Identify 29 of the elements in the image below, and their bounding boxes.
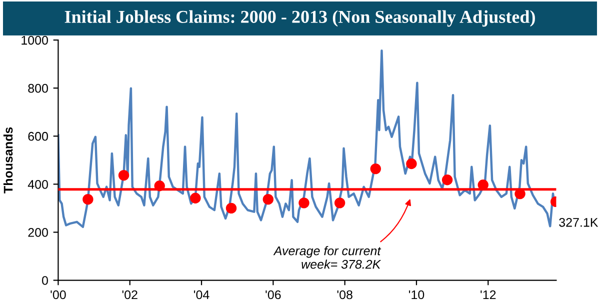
point — [406, 158, 417, 170]
point — [370, 163, 381, 174]
y-tick-label: 400 — [28, 180, 48, 189]
x-tick-label: '10 — [408, 290, 424, 300]
point — [154, 180, 165, 192]
x-tick-label: '08 — [337, 290, 352, 300]
point — [298, 198, 310, 208]
y-tick-label: 600 — [28, 132, 48, 141]
line-series — [58, 50, 556, 228]
point — [226, 202, 237, 214]
point — [82, 194, 94, 205]
x-tick-label: '02 — [122, 290, 138, 300]
x-tick-label: '12 — [480, 290, 496, 300]
annotation: Average for current week= 378.2K — [273, 246, 382, 269]
y-tick-label: 0 — [42, 276, 48, 285]
y-tick-label: 800 — [28, 84, 48, 93]
point — [118, 170, 130, 181]
x-tick-label: '00 — [50, 290, 66, 300]
chart-title: Initial Jobless Claims: 2000 - 2013 (Non Seasonally Adjusted) — [64, 10, 535, 27]
point — [334, 198, 346, 208]
x-tick-label: '04 — [194, 290, 210, 300]
y-tick-label: 1000 — [22, 36, 48, 45]
point — [190, 192, 201, 204]
x-tick-label: '06 — [266, 290, 281, 300]
annotation: 327.1K — [559, 218, 598, 227]
point — [442, 174, 453, 186]
y-axis-title: Thousands — [3, 127, 13, 194]
y-tick-label: 200 — [28, 228, 48, 237]
point — [262, 194, 274, 205]
